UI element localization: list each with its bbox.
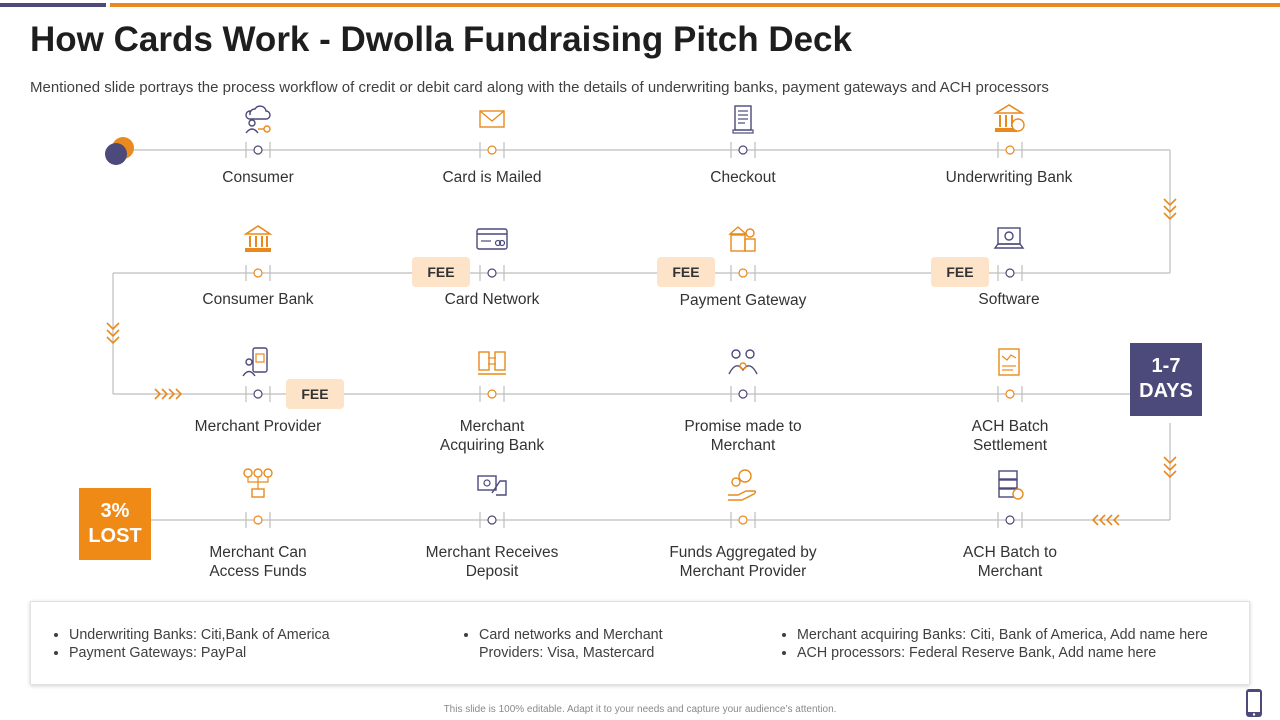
top-accent-bar-orange	[110, 3, 1280, 7]
mobile-payment-icon	[242, 347, 268, 377]
lost-badge-line1: 3%	[100, 500, 130, 522]
days-badge-line1: 1-7	[1151, 355, 1181, 377]
info-item: Underwriting Banks: Citi,Bank of America	[69, 626, 441, 644]
receipt-icon	[732, 105, 754, 134]
info-column-3: Merchant acquiring Banks: Citi, Bank of …	[779, 626, 1239, 662]
node-marker	[1005, 515, 1015, 525]
chevrons	[106, 198, 1177, 526]
step-label-checkout: Checkout	[710, 169, 776, 186]
funds-tree-icon	[243, 468, 273, 498]
envelope-icon	[479, 110, 505, 128]
step-label-merchant-provider: Merchant Provider	[194, 418, 322, 435]
node-marker	[487, 515, 497, 525]
node-marker	[1005, 268, 1015, 278]
consumer-cloud-icon	[245, 105, 271, 134]
fee-tag: FEE	[412, 257, 470, 287]
page-title: How Cards Work - Dwolla Fundraising Pitc…	[30, 20, 852, 59]
node-marker	[738, 389, 748, 399]
page-subtitle: Mentioned slide portrays the process wor…	[30, 79, 1049, 96]
step-label-merchant-access-funds: Merchant Can Access Funds	[209, 544, 307, 580]
days-badge-line2: DAYS	[1139, 380, 1193, 402]
step-label-payment-gateway: Payment Gateway	[679, 292, 807, 309]
phone-icon	[1246, 689, 1262, 717]
step-label-merchant-receives-deposit: Merchant Receives Deposit	[425, 544, 559, 580]
info-column-2: Card networks and Merchant Providers: Vi…	[461, 626, 691, 662]
payment-gateway-icon	[728, 226, 756, 252]
laptop-gear-icon	[993, 227, 1025, 249]
node-marker	[487, 145, 497, 155]
info-item: Payment Gateways: PayPal	[69, 644, 441, 662]
info-item: Card networks and Merchant Providers: Vi…	[479, 626, 691, 662]
step-label-ach-batch-settlement: ACH Batch Settlement	[971, 418, 1049, 454]
info-item: ACH processors: Federal Reserve Bank, Ad…	[797, 644, 1239, 662]
step-label-merchant-acquiring-bank: Merchant Acquiring Bank	[439, 418, 545, 454]
node-marker	[738, 515, 748, 525]
fee-tag: FEE	[286, 379, 344, 409]
step-label-underwriting-bank: Underwriting Bank	[945, 169, 1073, 186]
info-box: Underwriting Banks: Citi,Bank of America…	[30, 601, 1250, 685]
step-label-ach-batch-to-merchant: ACH Batch to Merchant	[963, 544, 1057, 580]
days-badge: 1-7 DAYS	[1130, 343, 1202, 416]
node-marker	[738, 145, 748, 155]
bank-icon	[243, 225, 273, 252]
credit-card-icon	[476, 228, 508, 250]
node-marker	[253, 145, 263, 155]
step-label-funds-aggregated: Funds Aggregated by Merchant Provider	[669, 544, 817, 580]
settlement-document-icon	[998, 348, 1020, 376]
step-label-consumer: Consumer	[222, 169, 294, 186]
step-label-promise-to-merchant: Promise made to Merchant	[684, 418, 802, 454]
node-marker	[253, 389, 263, 399]
node-marker	[738, 268, 748, 278]
fee-tag: FEE	[931, 257, 989, 287]
step-label-consumer-bank: Consumer Bank	[202, 291, 314, 308]
info-item: Merchant acquiring Banks: Citi, Bank of …	[797, 626, 1239, 644]
info-column-1: Underwriting Banks: Citi,Bank of America…	[51, 626, 441, 662]
lost-badge-line2: LOST	[88, 525, 142, 547]
top-accent-bar-purple	[0, 3, 106, 7]
start-dot-purple	[105, 143, 127, 165]
node-marker	[487, 389, 497, 399]
node-marker	[487, 268, 497, 278]
lost-badge: 3% LOST	[79, 488, 151, 560]
step-label-software: Software	[978, 291, 1040, 308]
bank-icon	[993, 104, 1025, 132]
step-label-card-network: Card Network	[444, 291, 540, 308]
hand-cash-icon	[477, 475, 507, 496]
fee-tag: FEE	[657, 257, 715, 287]
node-marker	[253, 515, 263, 525]
footer-note: This slide is 100% editable. Adapt it to…	[443, 704, 837, 715]
node-marker	[1005, 389, 1015, 399]
node-marker	[253, 268, 263, 278]
batch-server-icon	[998, 470, 1024, 500]
step-label-card-mailed: Card is Mailed	[442, 169, 542, 186]
handshake-people-icon	[728, 349, 758, 375]
coins-hand-icon	[728, 469, 757, 501]
node-marker	[1005, 145, 1015, 155]
money-transfer-icon	[478, 351, 506, 375]
